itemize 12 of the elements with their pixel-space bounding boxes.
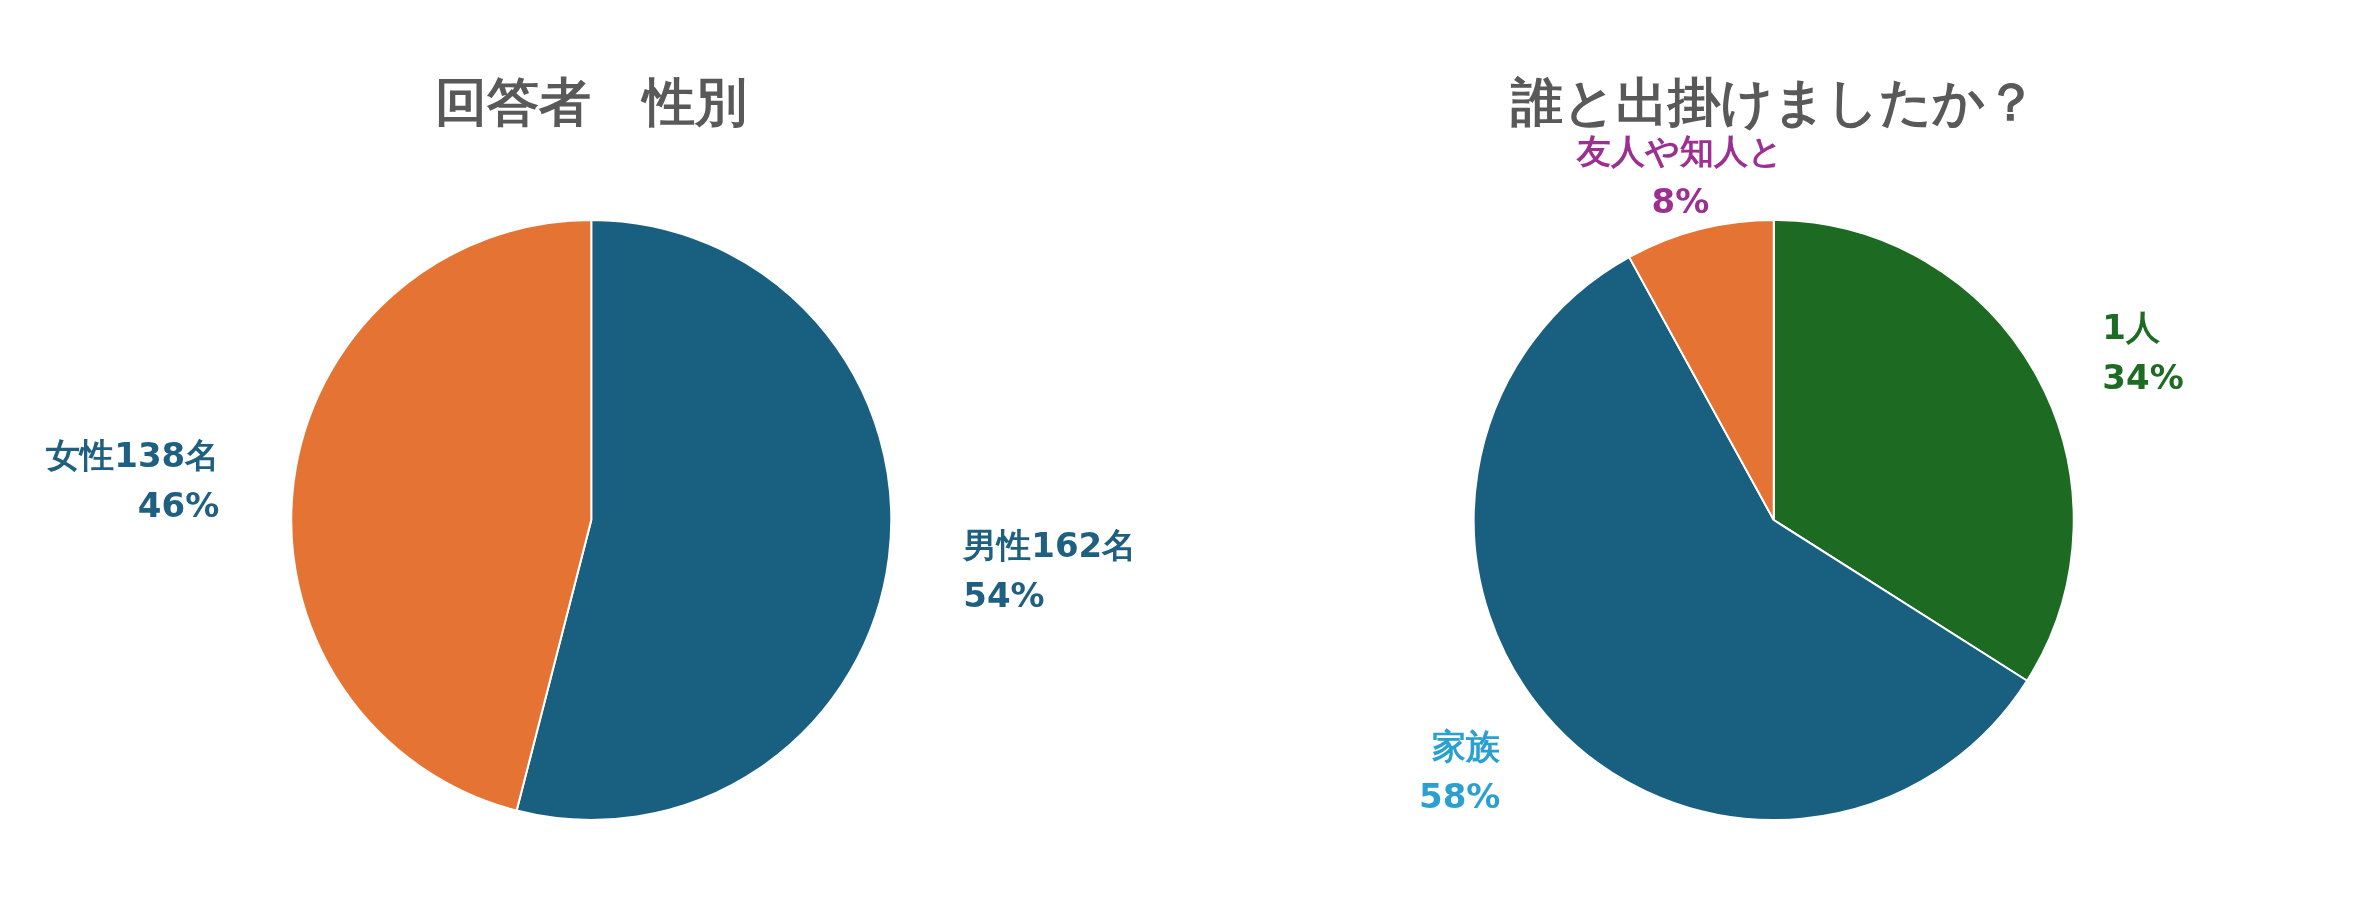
chart-title: 誰と出掛けましたか？ xyxy=(1509,72,2037,132)
data-label: 54% xyxy=(963,575,1045,616)
slice-label: 女性138名 xyxy=(45,434,220,475)
slice-label: 家族 xyxy=(1432,726,1502,767)
slice-label: 男性162名 xyxy=(962,525,1137,566)
data-label: 46% xyxy=(137,484,220,525)
slice-label: 友人や知人と xyxy=(1576,131,1784,172)
data-label: 34% xyxy=(2102,356,2184,397)
chart-title: 回答者 性別 xyxy=(435,72,748,132)
data-label: 58% xyxy=(1419,776,1501,817)
data-label: 8% xyxy=(1651,181,1710,222)
slice-label: 1人 xyxy=(2102,306,2162,347)
